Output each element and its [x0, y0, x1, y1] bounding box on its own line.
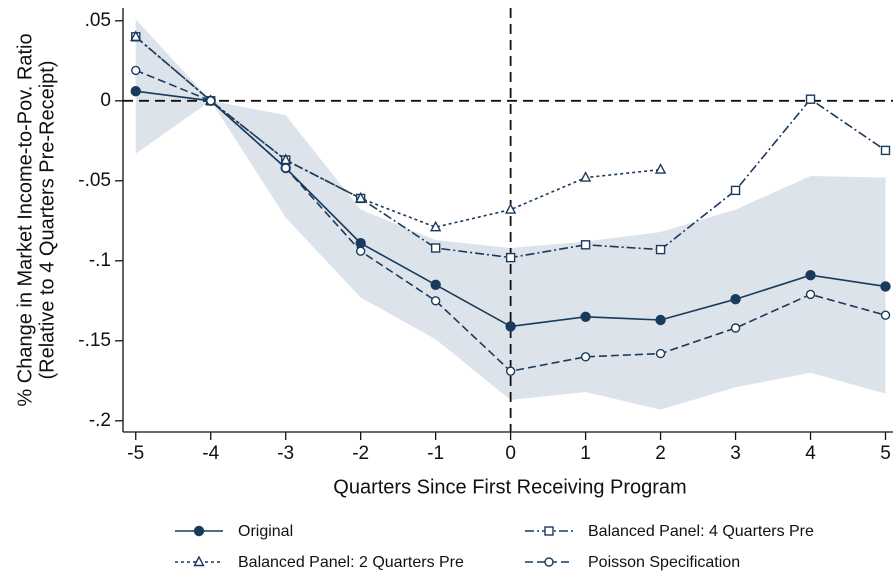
y-tick-label: -.05	[78, 170, 111, 191]
marker	[580, 240, 591, 250]
y-axis-title: (Relative to 4 Quarters Pre-Receipt)	[36, 60, 58, 379]
x-tick-label: -4	[202, 443, 219, 464]
legend-item: Balanced Panel: 4 Quarters Pre	[525, 523, 814, 540]
marker	[805, 94, 816, 104]
marker	[355, 191, 367, 203]
marker	[805, 289, 816, 300]
marker	[730, 185, 741, 196]
legend-marker	[544, 526, 554, 536]
x-tick-label: -3	[277, 443, 294, 464]
x-tick-label: -1	[427, 443, 444, 464]
legend-label: Poisson Specification	[588, 554, 740, 571]
legend-label: Balanced Panel: 2 Quarters Pre	[238, 554, 464, 571]
marker	[430, 279, 441, 290]
legend-item: Poisson Specification	[525, 554, 740, 571]
legend-item: Balanced Panel: 2 Quarters Pre	[175, 554, 464, 571]
y-axis-title: % Change in Market Income-to-Pov. Ratio	[14, 33, 36, 406]
x-tick-label: -2	[352, 443, 369, 464]
x-tick-label: 2	[655, 443, 666, 464]
legend-marker	[193, 555, 205, 567]
marker	[505, 321, 516, 332]
marker	[130, 85, 141, 97]
legend-marker	[193, 525, 205, 537]
marker	[579, 171, 592, 182]
marker	[654, 163, 667, 174]
marker	[730, 323, 741, 333]
series-line	[135, 36, 661, 229]
confidence-band	[135, 19, 886, 410]
x-tick-label: 0	[505, 443, 516, 464]
marker	[655, 348, 666, 359]
legend-item: Original	[175, 523, 293, 540]
y-tick-label: 0	[100, 90, 111, 111]
marker	[805, 270, 816, 281]
marker	[504, 203, 517, 214]
y-tick-label: .05	[85, 10, 111, 31]
marker	[655, 314, 666, 326]
marker	[655, 244, 666, 255]
marker	[730, 294, 741, 305]
marker	[580, 352, 591, 362]
marker	[880, 145, 891, 156]
marker	[131, 65, 141, 76]
marker	[430, 243, 441, 253]
marker	[880, 281, 891, 292]
marker	[429, 220, 442, 232]
marker	[505, 252, 516, 263]
marker	[130, 30, 142, 41]
marker	[206, 96, 216, 106]
marker	[280, 163, 291, 173]
x-tick-label: -5	[127, 443, 144, 464]
x-tick-label: 4	[805, 443, 816, 464]
legend-label: Balanced Panel: 4 Quarters Pre	[588, 523, 814, 540]
x-tick-label: 5	[880, 443, 891, 464]
x-tick-label: 3	[730, 443, 741, 464]
y-tick-label: -.1	[89, 250, 111, 271]
y-tick-label: -.2	[89, 410, 111, 431]
x-axis-title: Quarters Since First Receiving Program	[333, 476, 686, 498]
marker	[430, 296, 441, 306]
marker	[505, 366, 516, 376]
x-tick-label: 1	[580, 443, 591, 464]
marker	[880, 310, 891, 320]
y-tick-label: -.15	[78, 330, 111, 351]
legend-marker	[544, 557, 554, 567]
legend-label: Original	[238, 523, 293, 540]
marker	[355, 237, 366, 249]
marker	[355, 246, 366, 256]
marker	[580, 311, 591, 322]
